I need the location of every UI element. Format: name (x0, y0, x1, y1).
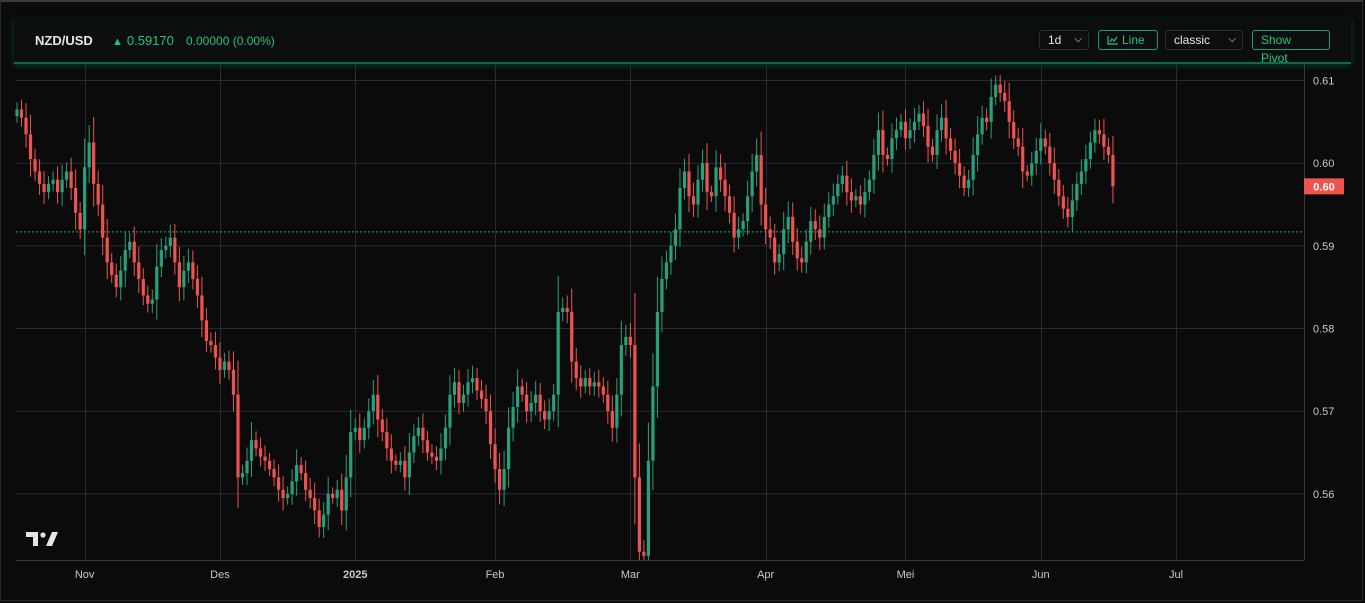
chart-style-value: classic (1174, 33, 1211, 47)
line-chart-button[interactable]: Line (1098, 30, 1158, 50)
last-price-value: 0.59170 (126, 33, 174, 48)
interval-value: 1d (1048, 33, 1062, 47)
chevron-down-icon: ⌵ (1074, 34, 1082, 45)
tradingview-logo-icon (26, 532, 58, 546)
up-arrow-icon: ▲ (112, 36, 123, 48)
price-change: 0.00000 (0.00%) (186, 34, 275, 48)
symbol-label[interactable]: NZD/USD (35, 33, 93, 48)
chart-style-select[interactable]: classic ⌵ (1165, 30, 1243, 50)
line-button-label: Line (1122, 33, 1145, 47)
interval-select[interactable]: 1d ⌵ (1039, 30, 1089, 50)
chevron-down-icon: ⌵ (1228, 34, 1236, 45)
chart-toolbar: NZD/USD ▲ 0.59170 0.00000 (0.00%) 1d ⌵ Li… (14, 18, 1351, 65)
show-pivot-label: Show Pivot (1261, 33, 1292, 65)
show-pivot-button[interactable]: Show Pivot (1252, 30, 1330, 65)
line-chart-icon (1107, 36, 1118, 45)
last-price: ▲ 0.59170 (112, 33, 174, 48)
